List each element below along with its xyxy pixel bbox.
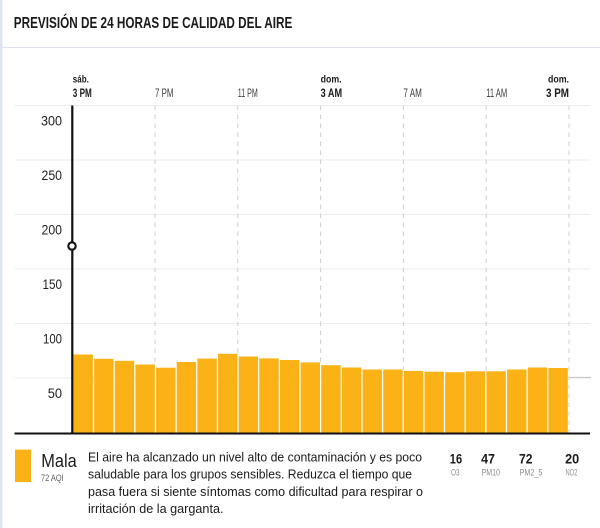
svg-text:PM10: PM10: [482, 467, 501, 478]
svg-text:11 AM: 11 AM: [486, 88, 507, 100]
svg-text:pasa fuera si siente síntomas: pasa fuera si siente síntomas como dific…: [88, 485, 423, 499]
svg-text:47: 47: [481, 451, 495, 467]
svg-text:150: 150: [43, 276, 63, 292]
svg-text:3 AM: 3 AM: [321, 88, 343, 100]
svg-text:O3: O3: [451, 467, 460, 478]
svg-text:dom.: dom.: [321, 73, 342, 85]
svg-text:7 AM: 7 AM: [403, 88, 422, 100]
svg-text:PM2_5: PM2_5: [520, 467, 543, 478]
svg-text:Mala: Mala: [41, 450, 77, 471]
svg-text:3 PM: 3 PM: [546, 88, 569, 100]
svg-text:sáb.: sáb.: [73, 73, 89, 85]
svg-text:100: 100: [43, 331, 62, 347]
svg-text:300: 300: [41, 113, 62, 129]
svg-text:20: 20: [565, 451, 579, 467]
svg-text:PREVISIÓN DE 24 HORAS DE CALID: PREVISIÓN DE 24 HORAS DE CALIDAD DEL AIR…: [14, 13, 293, 32]
svg-text:saludable para los grupos sens: saludable para los grupos sensibles. Red…: [88, 468, 412, 482]
svg-text:irritación de la garganta.: irritación de la garganta.: [88, 502, 224, 516]
svg-text:200: 200: [42, 222, 63, 238]
svg-text:16: 16: [450, 451, 462, 467]
svg-text:72 AQI: 72 AQI: [41, 473, 64, 484]
svg-text:11 PM: 11 PM: [238, 88, 258, 100]
svg-text:El aire ha alcanzado un nivel: El aire ha alcanzado un nivel alto de co…: [88, 451, 422, 465]
svg-text:3 PM: 3 PM: [73, 88, 92, 100]
svg-text:7 PM: 7 PM: [155, 88, 174, 100]
svg-text:72: 72: [519, 451, 533, 467]
svg-text:50: 50: [48, 385, 62, 401]
svg-text:dom.: dom.: [548, 73, 569, 85]
svg-text:250: 250: [42, 167, 63, 183]
svg-text:NO2: NO2: [566, 467, 578, 478]
